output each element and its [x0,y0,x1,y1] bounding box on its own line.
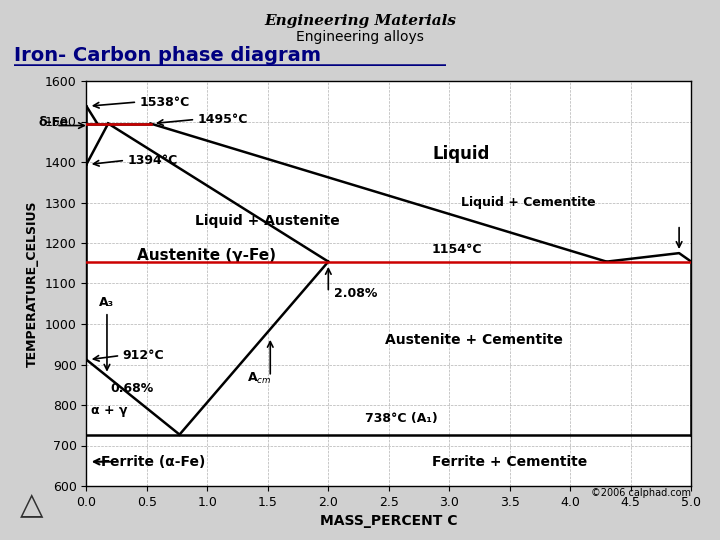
Text: ©2006 calphad.com: ©2006 calphad.com [591,488,691,498]
Text: δ-Fe: δ-Fe [38,116,68,129]
Text: α + γ: α + γ [91,404,127,417]
Text: Liquid + Cementite: Liquid + Cementite [461,196,595,209]
Text: A$_{cm}$: A$_{cm}$ [247,372,272,387]
Text: 1154°C: 1154°C [431,243,482,256]
Text: 738°C (A₁): 738°C (A₁) [364,412,437,426]
Text: Liquid: Liquid [433,145,490,163]
Text: Austenite + Cementite: Austenite + Cementite [384,333,562,347]
Text: 912°C: 912°C [122,349,164,362]
X-axis label: MASS_PERCENT C: MASS_PERCENT C [320,514,457,528]
Text: 1538°C: 1538°C [140,96,190,109]
Y-axis label: TEMPERATURE_CELSIUS: TEMPERATURE_CELSIUS [26,200,40,367]
Text: 1495°C: 1495°C [198,113,248,126]
Text: △: △ [20,490,43,519]
Text: 1394°C: 1394°C [127,154,178,167]
Text: A₃: A₃ [99,296,114,309]
Text: Liquid + Austenite: Liquid + Austenite [195,214,341,228]
Text: 0.68%: 0.68% [111,382,154,395]
Text: Engineering alloys: Engineering alloys [296,30,424,44]
Text: 2.08%: 2.08% [334,287,378,300]
Text: Iron- Carbon phase diagram: Iron- Carbon phase diagram [14,46,321,65]
Text: Engineering Materials: Engineering Materials [264,14,456,28]
Text: Ferrite (α-Fe): Ferrite (α-Fe) [101,455,205,469]
Text: Austenite (γ-Fe): Austenite (γ-Fe) [138,248,276,262]
Text: Ferrite + Cementite: Ferrite + Cementite [432,455,588,469]
